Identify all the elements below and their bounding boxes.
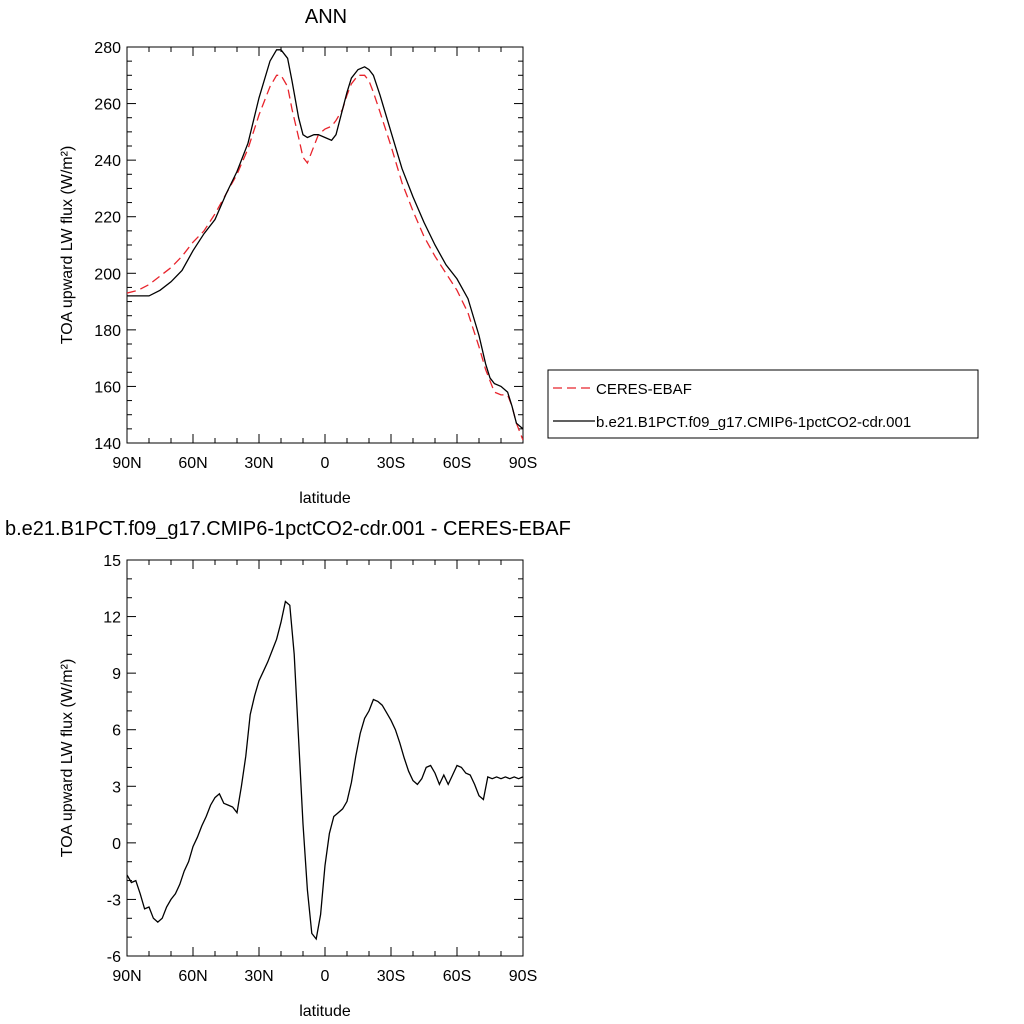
y-tick-label: 3 xyxy=(112,779,121,796)
x-axis-label: latitude xyxy=(299,1003,351,1020)
x-tick-label: 0 xyxy=(321,968,330,985)
x-tick-label: 30S xyxy=(377,455,405,472)
chart-title: ANN xyxy=(305,6,347,28)
x-tick-label: 60S xyxy=(443,968,471,985)
y-tick-label: 220 xyxy=(94,210,121,227)
series-line-difference xyxy=(127,600,523,941)
x-tick-label: 90S xyxy=(509,455,537,472)
y-tick-label: 280 xyxy=(94,40,121,57)
x-tick-label: 60N xyxy=(178,968,207,985)
y-tick-label: 160 xyxy=(94,379,121,396)
y-tick-label: 240 xyxy=(94,153,121,170)
y-tick-label: 6 xyxy=(112,723,121,740)
x-tick-label: 30S xyxy=(377,968,405,985)
x-tick-label: 0 xyxy=(321,455,330,472)
x-tick-label: 30N xyxy=(244,968,273,985)
x-tick-label: 30N xyxy=(244,455,273,472)
x-tick-label: 90S xyxy=(509,968,537,985)
y-tick-label: 260 xyxy=(94,97,121,114)
y-tick-label: -3 xyxy=(107,892,121,909)
y-axis-label: TOA upward LW flux (W/m²) xyxy=(59,659,76,858)
chart-panel-1: ANN 90N 60N 30N 0 30S 60S 90S 140 160 180 200 220 240… xyxy=(59,6,979,507)
series-line-b-e21-b1pct-f09-g17-cmip6-1pctco2-cdr-001 xyxy=(127,49,523,430)
y-tick-label: 140 xyxy=(94,436,121,453)
chart-panel-2: b.e21.B1PCT.f09_g17.CMIP6-1pctCO2-cdr.00… xyxy=(5,518,571,1020)
y-axis-label: TOA upward LW flux (W/m²) xyxy=(59,146,76,345)
y-tick-label: 0 xyxy=(112,836,121,853)
y-tick-label: 12 xyxy=(103,610,121,627)
legend: CERES-EBAF b.e21.B1PCT.f09_g17.CMIP6-1pct… xyxy=(547,369,979,439)
y-tick-label: 15 xyxy=(103,553,121,570)
chart-title: b.e21.B1PCT.f09_g17.CMIP6-1pctCO2-cdr.00… xyxy=(5,518,571,540)
y-tick-label: 9 xyxy=(112,666,121,683)
legend-box xyxy=(547,369,979,439)
y-tick-label: 180 xyxy=(94,323,121,340)
y-tick-label: 200 xyxy=(94,266,121,283)
x-tick-label: 90N xyxy=(112,455,141,472)
x-axis-label: latitude xyxy=(299,490,351,507)
series-line-ceres-ebaf xyxy=(127,74,523,441)
plot-frame xyxy=(126,46,524,444)
y-tick-label: -6 xyxy=(107,949,121,966)
x-tick-label: 90N xyxy=(112,968,141,985)
plot-frame xyxy=(126,559,524,957)
x-tick-label: 60S xyxy=(443,455,471,472)
x-tick-label: 60N xyxy=(178,455,207,472)
legend-entry: b.e21.B1PCT.f09_g17.CMIP6-1pctCO2-cdr.00… xyxy=(596,414,911,431)
legend-entry: CERES-EBAF xyxy=(596,381,692,398)
